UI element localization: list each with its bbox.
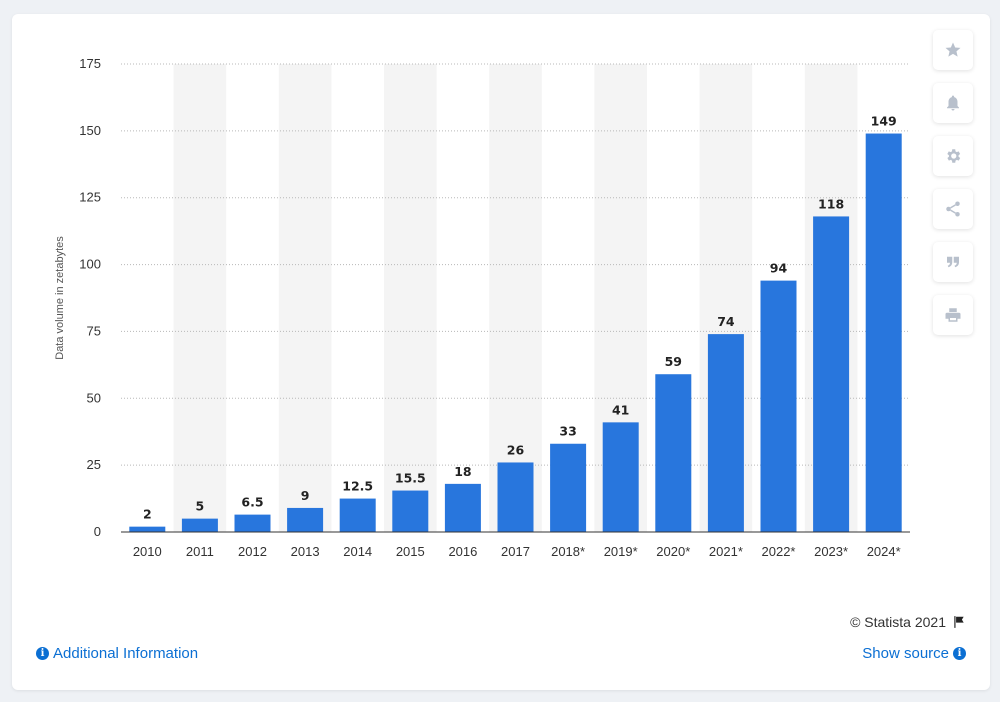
data-label: 9 — [301, 488, 310, 503]
data-label: 33 — [559, 424, 576, 439]
y-tick-label: 125 — [79, 190, 101, 205]
x-tick-label: 2015 — [396, 544, 425, 559]
x-tick-label: 2014 — [343, 544, 372, 559]
bell-icon[interactable] — [933, 83, 973, 123]
x-tick-label: 2010 — [133, 544, 162, 559]
bar — [497, 462, 534, 532]
bar — [760, 280, 797, 532]
column-band — [489, 64, 542, 532]
bar — [392, 490, 429, 532]
copyright-notice: © Statista 2021 — [850, 614, 966, 630]
x-tick-label: 2023* — [814, 544, 848, 559]
bar — [813, 216, 850, 533]
gear-icon[interactable] — [933, 136, 973, 176]
star-icon[interactable] — [933, 30, 973, 70]
x-tick-label: 2013 — [291, 544, 320, 559]
bar — [550, 443, 587, 532]
data-label: 15.5 — [395, 471, 426, 486]
data-label: 2 — [143, 507, 152, 522]
info-icon: i — [953, 647, 966, 660]
y-tick-label: 100 — [79, 257, 101, 272]
y-tick-label: 175 — [79, 56, 101, 71]
y-axis-label: Data volume in zetabytes — [54, 236, 66, 360]
column-band — [278, 64, 332, 532]
bar — [287, 507, 324, 532]
info-icon: i — [36, 647, 49, 660]
y-tick-label: 50 — [87, 390, 101, 405]
additional-information-link[interactable]: i Additional Information — [36, 645, 198, 662]
x-tick-label: 2016 — [448, 544, 477, 559]
data-label: 59 — [665, 354, 682, 369]
flag-icon[interactable] — [952, 615, 966, 629]
data-label: 94 — [770, 261, 788, 276]
quote-icon[interactable] — [933, 242, 973, 282]
print-icon[interactable] — [933, 295, 973, 335]
y-tick-label: 25 — [87, 457, 101, 472]
bar — [655, 374, 692, 532]
share-icon[interactable] — [933, 189, 973, 229]
show-source-label: Show source — [862, 645, 949, 662]
data-label: 74 — [717, 314, 735, 329]
y-tick-label: 75 — [87, 323, 101, 338]
column-band — [384, 64, 437, 532]
bar — [129, 526, 166, 532]
x-tick-label: 2017 — [501, 544, 530, 559]
bar — [234, 514, 271, 532]
data-label: 5 — [196, 499, 205, 514]
data-label: 6.5 — [241, 495, 263, 510]
data-label: 118 — [818, 196, 844, 211]
x-tick-label: 2018* — [551, 544, 585, 559]
bar — [602, 422, 639, 532]
data-label: 12.5 — [342, 479, 373, 494]
bar — [181, 518, 218, 532]
bar — [707, 334, 744, 532]
x-tick-label: 2024* — [867, 544, 901, 559]
copyright-text: © Statista 2021 — [850, 614, 946, 630]
show-source-link[interactable]: Show source i — [862, 645, 966, 662]
column-band — [173, 64, 227, 532]
x-tick-label: 2021* — [709, 544, 743, 559]
additional-information-label: Additional Information — [53, 645, 199, 662]
data-label: 41 — [612, 402, 629, 417]
data-label: 18 — [454, 464, 471, 479]
bar — [865, 133, 902, 532]
data-label: 26 — [507, 442, 525, 457]
x-tick-label: 2020* — [656, 544, 690, 559]
y-tick-label: 0 — [94, 524, 101, 539]
bar — [444, 483, 481, 532]
x-tick-label: 2011 — [186, 544, 214, 559]
x-tick-label: 2012 — [238, 544, 267, 559]
data-label: 149 — [871, 114, 897, 129]
bar — [339, 498, 376, 532]
y-tick-label: 150 — [79, 123, 101, 138]
x-tick-label: 2019* — [604, 544, 638, 559]
x-tick-label: 2022* — [762, 544, 796, 559]
